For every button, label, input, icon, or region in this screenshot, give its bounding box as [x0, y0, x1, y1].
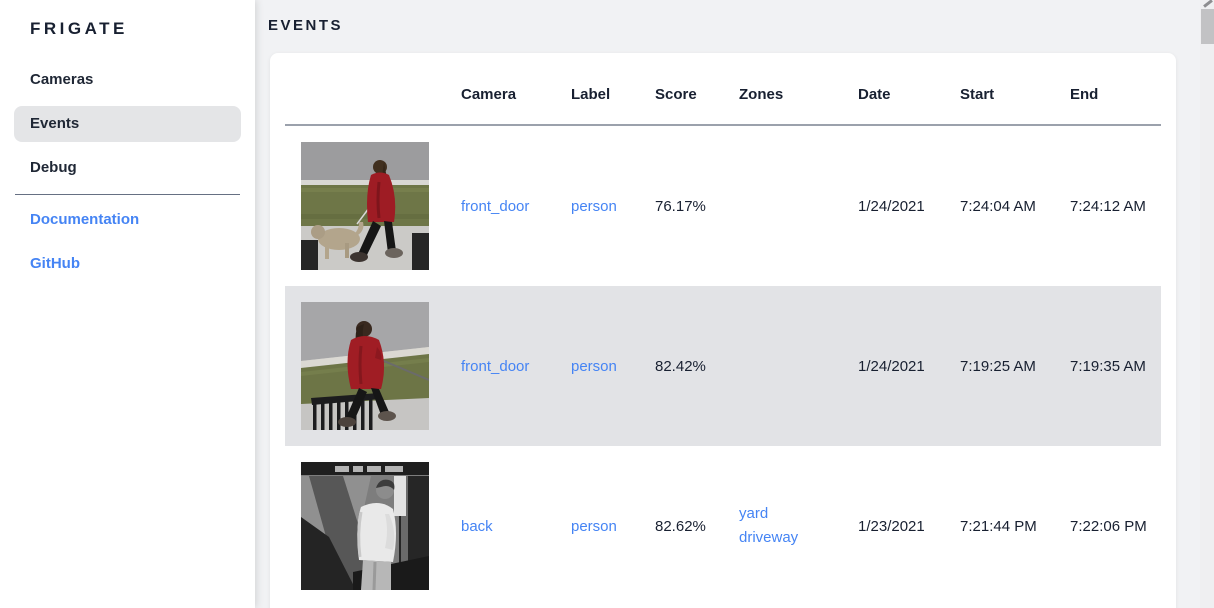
- column-header-end: End: [1070, 86, 1099, 103]
- start-value: 7:21:44 PM: [960, 517, 1037, 535]
- sidebar-divider: [15, 194, 240, 195]
- end-value: 7:19:35 AM: [1070, 357, 1146, 375]
- table-row: front_door person 82.42% 1/24/2021 7:19:…: [285, 286, 1161, 446]
- table-row: back person 82.62% yard driveway 1/23/20…: [285, 446, 1161, 606]
- date-value: 1/23/2021: [858, 517, 925, 535]
- scrollbar-track[interactable]: [1200, 0, 1214, 608]
- start-value: 7:19:25 AM: [960, 357, 1036, 375]
- thumbnail-art-night-person: [301, 462, 429, 590]
- scrollbar-thumb[interactable]: [1201, 9, 1214, 44]
- date-value: 1/24/2021: [858, 197, 925, 215]
- score-value: 82.62%: [655, 517, 706, 535]
- column-header-zones: Zones: [739, 86, 784, 103]
- zones-cell: yard driveway: [739, 502, 858, 550]
- sidebar: FRIGATE Cameras Events Debug Documentati…: [0, 0, 255, 608]
- label-link[interactable]: person: [571, 357, 617, 375]
- page-title: EVENTS: [268, 17, 344, 34]
- camera-link[interactable]: front_door: [461, 357, 530, 375]
- column-header-thumbnail: [285, 83, 461, 95]
- column-header-camera: Camera: [461, 86, 517, 103]
- camera-link[interactable]: back: [461, 517, 493, 535]
- end-value: 7:22:06 PM: [1070, 517, 1147, 535]
- column-header-score: Score: [655, 86, 697, 103]
- zone-link[interactable]: driveway: [739, 529, 799, 546]
- end-value: 7:24:12 AM: [1070, 197, 1146, 215]
- start-value: 7:24:04 AM: [960, 197, 1036, 215]
- thumbnail-art-dog-walk-2: [301, 302, 429, 430]
- score-value: 76.17%: [655, 197, 706, 215]
- sidebar-link-github[interactable]: GitHub: [30, 255, 80, 272]
- table-row: front_door person 76.17% 1/24/2021 7:24:…: [285, 126, 1161, 286]
- event-thumbnail[interactable]: [301, 142, 429, 270]
- app-logo: FRIGATE: [30, 19, 128, 38]
- sidebar-item-cameras[interactable]: Cameras: [30, 71, 94, 88]
- score-value: 82.42%: [655, 357, 706, 375]
- zone-link[interactable]: yard: [739, 505, 769, 522]
- sidebar-item-debug[interactable]: Debug: [30, 159, 77, 176]
- sidebar-item-events[interactable]: Events: [14, 106, 241, 142]
- sidebar-nav: Cameras Events Debug Documentation GitHu…: [0, 62, 255, 282]
- camera-link[interactable]: front_door: [461, 197, 530, 215]
- column-header-date: Date: [858, 86, 891, 103]
- event-thumbnail[interactable]: [301, 302, 429, 430]
- event-thumbnail[interactable]: [301, 462, 429, 590]
- sidebar-link-documentation[interactable]: Documentation: [30, 211, 140, 228]
- table-header: Camera Label Score Zones Date Start End: [285, 53, 1161, 126]
- date-value: 1/24/2021: [858, 357, 925, 375]
- label-link[interactable]: person: [571, 517, 617, 535]
- main-content: EVENTS Camera Label Score Zones Date Sta…: [255, 0, 1214, 608]
- column-header-label: Label: [571, 86, 611, 103]
- column-header-start: Start: [960, 86, 995, 103]
- thumbnail-art-dog-walk-1: [301, 142, 429, 270]
- label-link[interactable]: person: [571, 197, 617, 215]
- events-card: Camera Label Score Zones Date Start End: [270, 53, 1176, 608]
- scroll-up-arrow-icon[interactable]: [1203, 0, 1213, 8]
